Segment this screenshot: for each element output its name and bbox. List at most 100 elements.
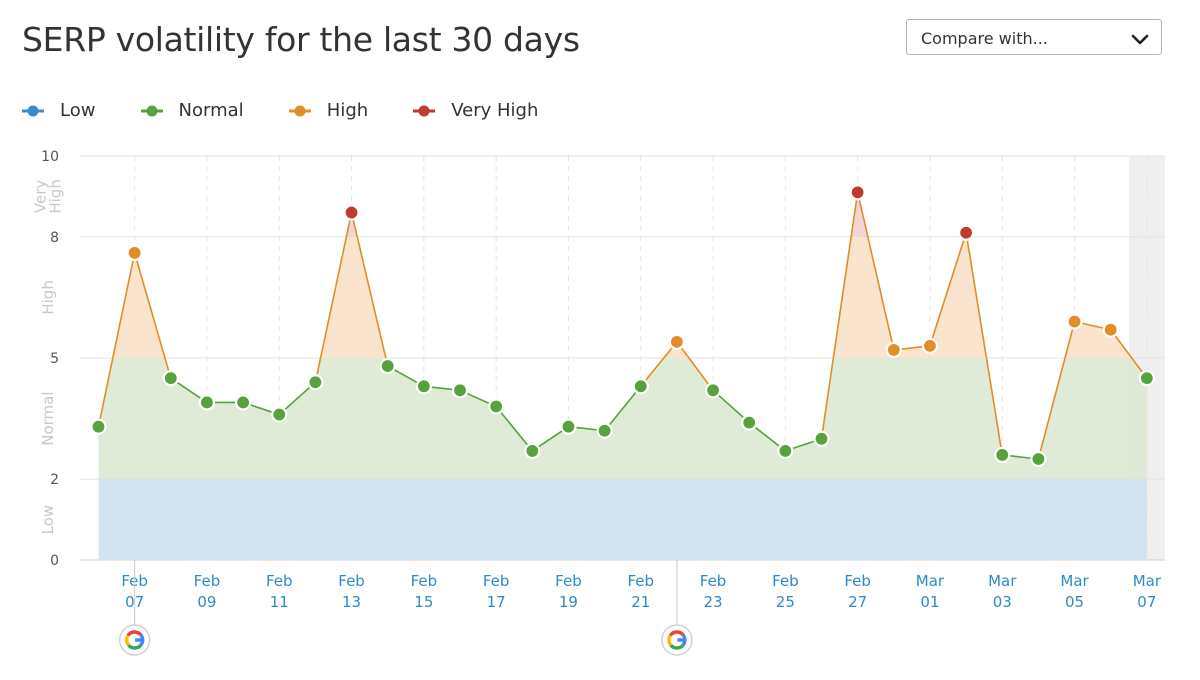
data-point <box>90 418 107 435</box>
series-line-segment <box>314 212 353 383</box>
x-tick-label: Feb <box>411 572 438 590</box>
compare-with-label: Compare with... <box>921 29 1048 48</box>
x-tick-label: 07 <box>1137 593 1156 611</box>
series-line-segment <box>856 192 895 351</box>
y-tick-label: 10 <box>41 149 59 165</box>
chart-legend: Low Normal High Very High <box>22 100 578 124</box>
data-point <box>524 442 541 460</box>
data-point <box>1138 370 1155 387</box>
x-tick-label: Mar <box>1133 572 1162 590</box>
data-point <box>198 394 216 411</box>
google-badge-circle <box>661 624 693 656</box>
zone-label-1: Normal <box>39 391 57 445</box>
zone-label-text: High <box>39 280 57 314</box>
zone-label-text: Normal <box>39 391 57 445</box>
google-logo-arc <box>126 630 143 637</box>
legend-item-high[interactable]: High <box>288 100 369 121</box>
series-line-segment <box>820 192 859 439</box>
data-point <box>885 341 902 359</box>
data-point <box>741 414 758 431</box>
google-badge-circle <box>118 624 151 656</box>
legend-item-low[interactable]: Low <box>22 100 95 121</box>
legend-label-high: High <box>326 100 369 121</box>
google-update-icon <box>661 624 693 656</box>
data-point <box>379 357 396 375</box>
y-tick-label: 8 <box>50 230 59 246</box>
x-tick-label: 25 <box>776 593 795 611</box>
compare-with-dropdown[interactable]: Compare with... <box>906 19 1162 55</box>
x-tick-label: 17 <box>487 593 506 611</box>
data-point <box>1102 321 1119 338</box>
x-tick-label: Mar <box>988 572 1017 590</box>
y-tick-label: 5 <box>50 351 59 367</box>
x-tick-label: 11 <box>270 593 289 611</box>
data-point <box>668 333 686 350</box>
google-logo-arc <box>669 643 685 650</box>
data-point <box>849 184 866 201</box>
data-point <box>596 422 613 439</box>
data-point <box>777 442 794 460</box>
google-update-icon <box>118 624 151 656</box>
series-line-segment <box>603 385 642 432</box>
zone-label-text: High <box>47 179 65 213</box>
x-tick-label: 13 <box>342 593 361 611</box>
zone-label-text: Very <box>32 180 50 213</box>
legend-label-normal: Normal <box>178 100 244 121</box>
series-line-segment <box>133 252 172 379</box>
zone-label-0: Low <box>39 505 57 535</box>
x-tick-label: Feb <box>266 572 293 590</box>
x-tick-label: 15 <box>414 593 433 611</box>
data-point <box>126 244 143 262</box>
x-tick-label: Feb <box>627 572 654 590</box>
x-tick-label: Feb <box>844 572 871 590</box>
x-tick-label: Feb <box>555 572 582 590</box>
page-title: SERP volatility for the last 30 days <box>22 20 580 59</box>
x-tick-label: Feb <box>194 572 221 590</box>
data-point <box>704 382 722 399</box>
legend-item-very-high[interactable]: Very High <box>413 100 538 121</box>
legend-marker-normal-icon <box>140 105 163 116</box>
data-point <box>994 446 1011 464</box>
legend-item-normal[interactable]: Normal <box>140 100 244 121</box>
series-line-segment <box>676 341 714 391</box>
x-tick-label: Feb <box>700 572 727 590</box>
y-tick-label: 2 <box>50 472 59 488</box>
data-point <box>813 430 830 447</box>
x-tick-label: 23 <box>704 593 723 611</box>
legend-marker-very-high-icon <box>413 105 436 116</box>
zone-fill-low <box>98 479 1147 560</box>
x-tick-label: 09 <box>197 593 216 611</box>
data-point <box>343 204 360 221</box>
data-point <box>1030 450 1047 468</box>
legend-label-low: Low <box>60 100 96 121</box>
series-line-segment <box>640 341 678 387</box>
x-tick-label: 03 <box>993 593 1012 611</box>
data-point <box>162 370 179 387</box>
google-logo-arc <box>127 643 143 650</box>
data-point <box>560 418 577 435</box>
data-point <box>271 406 288 423</box>
x-tick-label: 21 <box>631 593 650 611</box>
x-tick-label: 01 <box>920 593 939 611</box>
legend-label-very-high: Very High <box>451 100 539 121</box>
series-line-segment <box>965 232 1004 456</box>
data-point <box>1066 313 1083 330</box>
x-tick-label: 19 <box>559 593 578 611</box>
data-point <box>488 398 505 415</box>
x-tick-label: 27 <box>848 593 867 611</box>
series-line-segment <box>929 232 967 347</box>
data-point <box>921 337 939 354</box>
chevron-down-icon <box>1131 31 1149 50</box>
zone-fill <box>98 192 1147 237</box>
y-tick-label: 0 <box>50 553 59 569</box>
volatility-chart: LowNormalHighVeryHigh025810Feb07Feb09Feb… <box>32 149 1165 656</box>
series-line-segment <box>1037 321 1076 460</box>
legend-marker-low-icon <box>22 105 44 116</box>
x-tick-label: 05 <box>1065 593 1084 611</box>
google-logo-arc <box>124 634 130 647</box>
data-point <box>235 394 252 411</box>
data-point <box>632 378 649 395</box>
data-point <box>415 378 432 395</box>
google-logo-arc <box>668 630 685 637</box>
